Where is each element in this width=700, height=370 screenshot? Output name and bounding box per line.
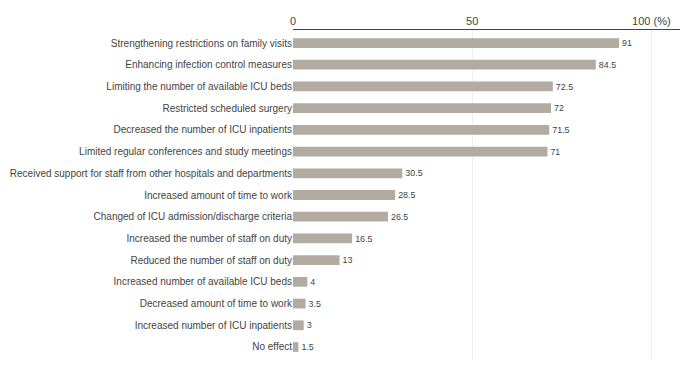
- svg-text:72.5: 72.5: [556, 82, 573, 92]
- svg-text:28.5: 28.5: [398, 190, 415, 200]
- svg-text:72: 72: [554, 103, 564, 113]
- svg-text:13: 13: [343, 255, 353, 265]
- svg-text:3.5: 3.5: [309, 299, 321, 309]
- svg-text:Increased amount of time to wo: Increased amount of time to work: [144, 190, 293, 201]
- svg-text:Changed of ICU admission/disch: Changed of ICU admission/discharge crite…: [94, 211, 293, 222]
- svg-text:71: 71: [550, 147, 560, 157]
- svg-text:Reduced the number of staff on: Reduced the number of staff on duty: [130, 255, 292, 266]
- svg-text:16.5: 16.5: [355, 234, 372, 244]
- svg-text:3: 3: [307, 320, 312, 330]
- svg-text:Decreased amount of time to wo: Decreased amount of time to work: [140, 298, 293, 309]
- svg-text:26.5: 26.5: [391, 212, 408, 222]
- svg-text:0: 0: [290, 15, 296, 27]
- svg-text:Increased number of available: Increased number of available ICU beds: [114, 276, 292, 287]
- svg-text:Increased the number of staff: Increased the number of staff on duty: [127, 233, 292, 244]
- svg-text:Limiting the number of availab: Limiting the number of available ICU bed…: [106, 81, 292, 92]
- svg-text:Increased number of ICU inpati: Increased number of ICU inpatients: [135, 320, 292, 331]
- svg-text:1.5: 1.5: [301, 342, 313, 352]
- svg-text:30.5: 30.5: [405, 168, 422, 178]
- svg-text:Strengthening restrictions on: Strengthening restrictions on family vis…: [111, 38, 292, 49]
- svg-text:84.5: 84.5: [599, 60, 616, 70]
- svg-text:50: 50: [466, 15, 478, 27]
- svg-text:Decreased the number of ICU in: Decreased the number of ICU inpatients: [114, 124, 292, 135]
- svg-text:Received support for staff fro: Received support for staff from other ho…: [10, 168, 292, 179]
- svg-text:No effect: No effect: [252, 341, 292, 352]
- svg-text:100 (%): 100 (%): [632, 15, 671, 27]
- svg-text:71.5: 71.5: [552, 125, 569, 135]
- svg-text:4: 4: [310, 277, 315, 287]
- svg-text:Limited regular conferences an: Limited regular conferences and study me…: [79, 146, 292, 157]
- svg-text:Restricted scheduled surgery: Restricted scheduled surgery: [162, 103, 292, 114]
- svg-text:91: 91: [622, 38, 632, 48]
- svg-text:Enhancing infection control me: Enhancing infection control measures: [125, 59, 292, 70]
